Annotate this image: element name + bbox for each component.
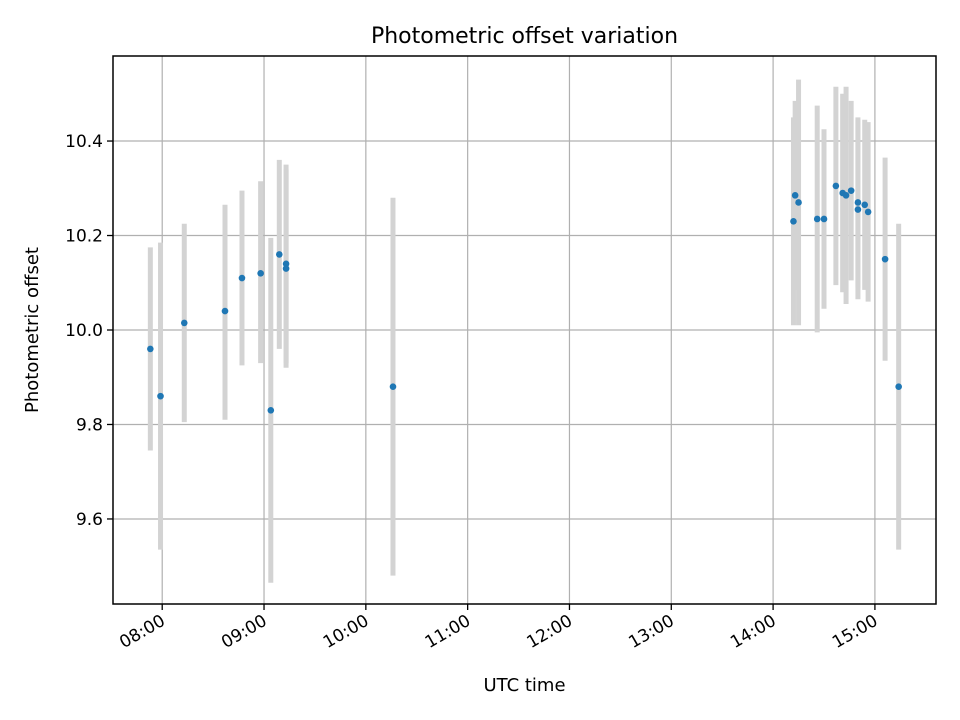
data-point [813, 215, 821, 223]
data-point [847, 187, 855, 194]
data-point [854, 206, 862, 213]
data-point [147, 345, 154, 353]
data-point [795, 199, 802, 206]
data-point [157, 392, 164, 400]
data-point [257, 270, 264, 277]
y-tick-label: 9.8 [76, 415, 103, 435]
data-point [854, 199, 862, 206]
data-point [881, 255, 889, 263]
y-tick-label: 10.4 [65, 132, 103, 152]
y-axis-label: Photometric offset [22, 247, 43, 413]
y-tick-label: 10.2 [65, 227, 103, 247]
y-tick-label: 10.0 [65, 321, 103, 341]
data-point [832, 182, 840, 190]
chart-title: Photometric offset variation [371, 24, 678, 49]
data-point [238, 274, 246, 282]
data-point [275, 251, 283, 258]
data-point [861, 201, 869, 209]
data-point [791, 192, 799, 199]
grid-lines [113, 56, 936, 604]
data-point [842, 192, 850, 199]
data-point [820, 215, 828, 223]
data-point [790, 218, 797, 225]
y-axis-ticks: 9.6 9.8 10.0 10.2 10.4 [65, 132, 113, 530]
data-point [895, 383, 902, 390]
data-point [267, 407, 275, 414]
data-point [221, 307, 229, 315]
data-point [389, 383, 397, 390]
data-point [180, 319, 188, 327]
data-points [147, 182, 902, 414]
y-tick-label: 9.6 [76, 510, 103, 530]
data-point [282, 260, 290, 268]
data-point [864, 208, 872, 216]
data-point [282, 265, 290, 272]
x-axis-label: UTC time [483, 675, 565, 696]
